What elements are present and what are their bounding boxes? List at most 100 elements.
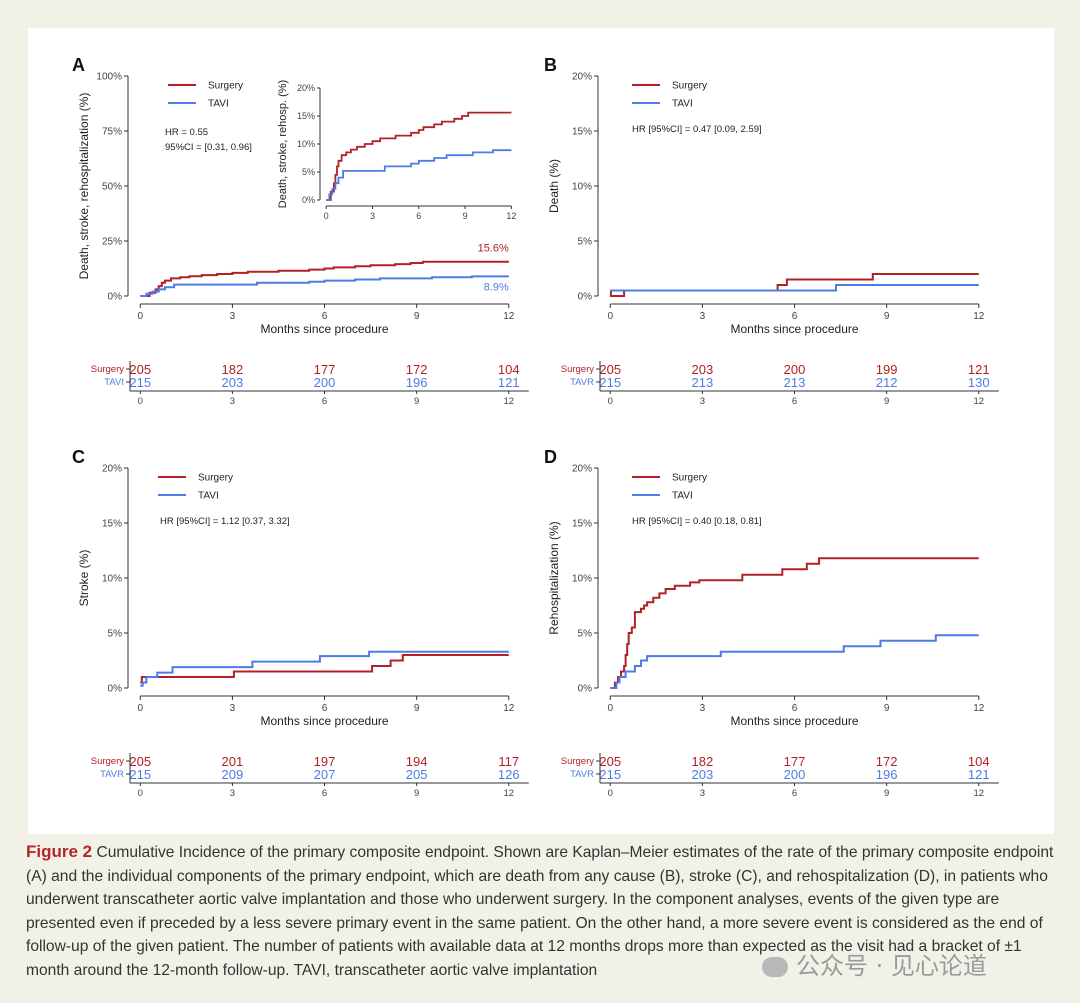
risk-value: 194 [406, 754, 428, 769]
inset-y-tick-label: 5% [302, 167, 315, 177]
y-axis-title: Rehospitalization (%) [547, 521, 561, 634]
risk-x-tick-label: 6 [792, 788, 797, 799]
risk-value: 117 [498, 754, 519, 769]
y-tick-label: 0% [578, 684, 593, 695]
watermark-text: 公众号 · 见心论道 [796, 952, 987, 980]
risk-value: 121 [968, 362, 990, 377]
risk-value: 215 [129, 767, 151, 782]
risk-value: 200 [784, 767, 806, 782]
legend-label-tavi: TAVI [198, 491, 219, 502]
risk-value: 213 [692, 375, 714, 390]
risk-value: 172 [406, 362, 428, 377]
y-tick-label: 10% [102, 574, 122, 585]
risk-value: 205 [406, 767, 428, 782]
risk-row-label: TAVR [570, 377, 594, 388]
x-tick-label: 6 [322, 703, 328, 714]
x-axis-title: Months since procedure [260, 322, 388, 336]
x-tick-label: 9 [414, 311, 420, 322]
risk-x-tick-label: 0 [608, 396, 613, 407]
series-line-surgery [609, 273, 979, 297]
risk-row-label: Surgery [561, 756, 595, 767]
risk-value: 104 [498, 362, 520, 377]
risk-value: 201 [222, 754, 244, 769]
risk-value: 205 [129, 362, 151, 377]
x-axis-title: Months since procedure [260, 714, 388, 728]
inset-x-tick-label: 6 [416, 211, 421, 221]
hazard-ratio-text: HR = 0.55 [165, 127, 208, 138]
y-tick-label: 20% [102, 464, 122, 475]
y-tick-label: 20% [572, 72, 592, 83]
risk-value: 197 [314, 754, 336, 769]
risk-value: 130 [968, 375, 990, 390]
x-tick-label: 12 [503, 703, 515, 714]
figure-caption: Figure 2 Cumulative Incidence of the pri… [26, 840, 1056, 982]
x-tick-label: 12 [973, 703, 985, 714]
inset-chart: 0% 5% 10% 15% 20% 0 3 6 9 12 Death, stroke, rehosp… [277, 80, 516, 221]
risk-x-tick-label: 9 [884, 788, 889, 799]
series-line-surgery [140, 260, 509, 297]
risk-value: 207 [314, 767, 336, 782]
panel-letter: C [72, 447, 85, 467]
risk-value: 196 [876, 767, 898, 782]
risk-value: 205 [129, 754, 151, 769]
risk-row-label: TAVR [100, 769, 124, 780]
risk-value: 182 [222, 362, 244, 377]
y-tick-label: 0% [108, 684, 123, 695]
y-tick-label: 5% [578, 237, 593, 248]
x-tick-label: 12 [973, 311, 985, 322]
y-axis-title: Death (%) [547, 159, 561, 213]
risk-x-tick-label: 9 [414, 396, 419, 407]
risk-row-label: Surgery [91, 364, 125, 375]
risk-value: 121 [968, 767, 990, 782]
y-tick-label: 15% [572, 127, 592, 138]
hazard-ratio-text: HR [95%CI] = 1.12 [0.37, 3.32] [160, 516, 290, 527]
inset-y-tick-label: 15% [297, 111, 315, 121]
risk-x-tick-label: 3 [700, 788, 705, 799]
y-tick-label: 15% [572, 519, 592, 530]
risk-row-label: Surgery [561, 364, 595, 375]
risk-value: 126 [498, 767, 520, 782]
y-tick-label: 25% [102, 237, 122, 248]
risk-value: 200 [314, 375, 336, 390]
risk-x-tick-label: 9 [884, 396, 889, 407]
risk-value: 203 [692, 362, 714, 377]
wechat-icon [762, 957, 788, 977]
risk-value: 177 [784, 754, 806, 769]
panel-b: B 0% 5% 10% 15% 20% 0 3 6 9 12 Months since procedu… [544, 55, 999, 407]
risk-value: 203 [692, 767, 714, 782]
x-tick-label: 9 [884, 703, 890, 714]
inset-y-tick-label: 0% [302, 195, 315, 205]
legend-label-surgery: Surgery [198, 473, 233, 484]
inset-x-tick-label: 9 [463, 211, 468, 221]
risk-value: 199 [876, 362, 898, 377]
risk-row-label: TAVR [570, 769, 594, 780]
risk-x-tick-label: 12 [973, 788, 984, 799]
risk-x-tick-label: 6 [322, 788, 327, 799]
inset-x-tick-label: 12 [506, 211, 516, 221]
y-tick-label: 20% [572, 464, 592, 475]
x-tick-label: 9 [414, 703, 420, 714]
y-tick-label: 15% [102, 519, 122, 530]
watermark: 公众号 · 见心论道 [762, 946, 987, 981]
x-tick-label: 0 [608, 703, 614, 714]
risk-value: 200 [784, 362, 806, 377]
risk-value: 215 [599, 767, 621, 782]
y-axis-title: Stroke (%) [77, 550, 91, 607]
series-line-tavi [610, 284, 979, 292]
risk-x-tick-label: 0 [608, 788, 613, 799]
risk-x-tick-label: 9 [414, 788, 419, 799]
risk-value: 182 [692, 754, 714, 769]
x-tick-label: 0 [138, 311, 144, 322]
legend-label-surgery: Surgery [672, 473, 707, 484]
risk-value: 104 [968, 754, 990, 769]
series-line-tavi [140, 275, 509, 297]
inset-x-tick-label: 3 [370, 211, 375, 221]
end-label-surgery: 15.6% [478, 243, 509, 255]
series-line-tavi [140, 650, 509, 687]
x-axis-title: Months since procedure [730, 322, 858, 336]
risk-x-tick-label: 6 [322, 396, 327, 407]
x-tick-label: 6 [322, 311, 328, 322]
hazard-ratio-text: HR [95%CI] = 0.40 [0.18, 0.81] [632, 516, 762, 527]
risk-value: 196 [406, 375, 428, 390]
inset-y-axis-title: Death, stroke, rehosp. (%) [277, 80, 289, 208]
